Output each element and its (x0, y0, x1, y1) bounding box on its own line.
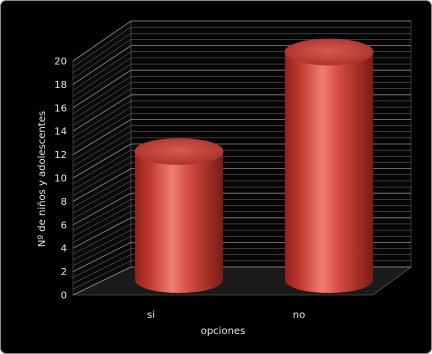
side-wall (72, 20, 132, 296)
gridline-side (72, 131, 132, 167)
y-tick-label: 8 (61, 197, 67, 208)
x-tick-label: si (147, 310, 155, 321)
gridline-side (72, 63, 132, 103)
gridline-side (72, 149, 132, 185)
y-tick-label: 18 (54, 80, 67, 91)
y-tick-label: 14 (54, 127, 67, 138)
gridline-side (72, 113, 132, 149)
gridline-side (72, 266, 132, 296)
gridline-side (72, 248, 132, 278)
bar-body (135, 151, 223, 293)
gridline-side (72, 205, 132, 237)
gridline-side (72, 51, 132, 91)
gridline-side (72, 82, 132, 120)
y-tick-label: 6 (61, 220, 67, 231)
bar-body (285, 52, 373, 293)
gridline-side (72, 229, 132, 261)
gridline-side (72, 119, 132, 155)
x-axis-label: opciones (201, 326, 246, 337)
x-tick-label: no (293, 310, 305, 321)
gridline-side (72, 186, 132, 220)
gridline-side (72, 125, 132, 161)
bar-top (134, 138, 224, 165)
y-tick-label: 12 (54, 150, 67, 161)
gridline-side (72, 168, 132, 202)
y-tick-label: 10 (54, 174, 67, 185)
gridline-side (72, 39, 132, 79)
gridline-side (72, 76, 132, 114)
gridline-side (72, 94, 132, 132)
gridline-side (72, 26, 132, 68)
gridline-side (72, 20, 132, 62)
y-tick-label: 4 (61, 244, 67, 255)
y-tick-label: 2 (61, 267, 67, 278)
gridline-side (72, 162, 132, 196)
gridline-side (72, 236, 132, 266)
gridline-side (72, 137, 132, 173)
gridline-side (72, 180, 132, 214)
gridline-side (72, 199, 132, 231)
y-axis-ticks: 0 2 4 6 8 10 12 14 16 18 20 (54, 57, 67, 302)
gridline-side (72, 143, 132, 179)
gridline-side (72, 260, 132, 290)
gridline-side (72, 174, 132, 208)
bar-no (284, 38, 374, 293)
bar-si (134, 138, 224, 293)
gridline-side (72, 88, 132, 126)
gridline-side (72, 211, 132, 243)
gridline-side (72, 223, 132, 255)
x-axis-ticks: si no (147, 310, 305, 321)
bars (134, 38, 374, 293)
gridline-side (72, 156, 132, 190)
y-axis-label: Nº de niños y adolescentes (37, 111, 48, 247)
gridline-side (72, 106, 132, 144)
gridline-side (72, 217, 132, 249)
gridline-side (72, 192, 132, 226)
bar-top (284, 38, 374, 66)
gridline-side (72, 33, 132, 73)
gridline-side (72, 242, 132, 272)
gridline-side (72, 254, 132, 284)
gridline-side (72, 57, 132, 97)
y-tick-label: 0 (61, 291, 67, 302)
gridline-side (72, 69, 132, 109)
y-tick-label: 16 (54, 103, 67, 114)
gridline-side (72, 45, 132, 85)
gridline-side (72, 100, 132, 138)
y-tick-label: 20 (54, 57, 67, 68)
